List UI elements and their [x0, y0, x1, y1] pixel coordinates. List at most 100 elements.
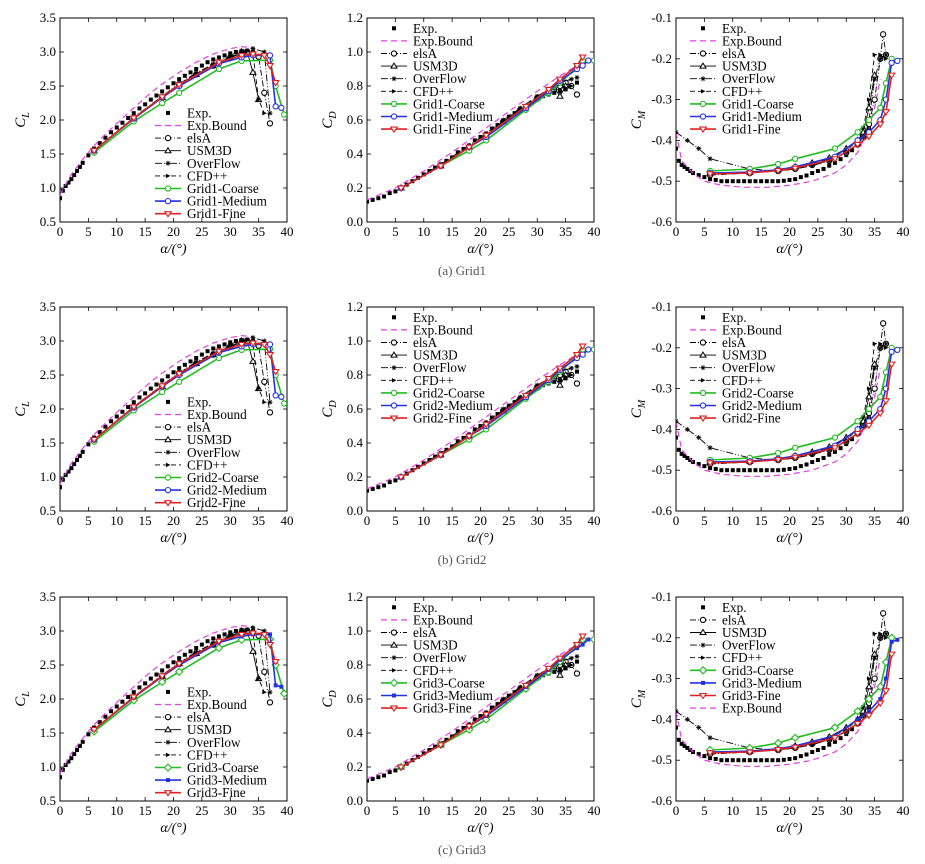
data-point [793, 177, 798, 182]
legend-marker [698, 126, 708, 134]
data-point [157, 673, 167, 680]
legend-marker [389, 678, 399, 688]
legend-label: Grid1-Fine [187, 206, 246, 221]
data-point [855, 717, 860, 722]
data-point [131, 690, 136, 695]
data-point [676, 158, 681, 163]
legend-marker [392, 315, 396, 320]
data-point [590, 57, 594, 64]
x-tick-label: 10 [726, 803, 739, 818]
data-point [821, 745, 826, 750]
data-point [174, 371, 184, 378]
data-point [393, 768, 398, 773]
data-point [265, 63, 275, 70]
data-point [853, 706, 862, 716]
legend-label: Exp.Bound [413, 33, 473, 48]
legend-marker [701, 26, 705, 31]
data-point [265, 642, 275, 649]
data-point [684, 426, 690, 432]
data-point [574, 659, 579, 664]
data-point [552, 669, 557, 674]
legend-marker [699, 100, 707, 108]
x-tick-label: 40 [588, 803, 601, 818]
legend-label: Grid3-Fine [187, 785, 246, 800]
legend-label: Grid2-Fine [413, 411, 472, 426]
legend-marker [389, 126, 399, 134]
legend-label: elsA [722, 612, 747, 627]
legend-marker [700, 642, 706, 648]
series-line [93, 340, 260, 440]
legend-marker [390, 113, 398, 120]
legend-label: USM3D [187, 432, 232, 447]
legend-label: Grid2-Coarse [413, 385, 485, 400]
data-point [696, 435, 702, 441]
legend-label: Grid3-Fine [413, 701, 472, 716]
x-tick-label: 25 [502, 513, 515, 528]
legend-label: Grid2-Medium [187, 483, 268, 498]
data-point [261, 378, 268, 385]
data-point [421, 461, 426, 466]
data-point [888, 348, 895, 356]
data-point [881, 109, 891, 116]
legend-label: Grid1-Coarse [187, 181, 259, 196]
data-point [517, 394, 523, 400]
data-point [688, 458, 693, 462]
plot-area [60, 45, 287, 201]
data-point [843, 439, 849, 445]
x-axis-label: α/(°) [776, 242, 802, 257]
data-point [249, 68, 257, 75]
data-point [832, 449, 837, 454]
data-point [481, 421, 491, 429]
legend-marker [165, 449, 171, 455]
data-point [148, 97, 153, 102]
series-grid2-fine [396, 343, 587, 482]
data-point [572, 352, 582, 359]
data-point [158, 388, 166, 396]
data-point [194, 67, 199, 71]
data-point [889, 639, 894, 644]
y-tick-label: 1.0 [347, 44, 363, 59]
legend-marker [699, 339, 707, 346]
y-tick-label: -0.1 [651, 10, 672, 25]
legend-label: CFD++ [722, 373, 763, 388]
x-tick-label: 5 [85, 224, 92, 239]
data-point [444, 158, 449, 163]
legend-label: CFD++ [413, 373, 454, 388]
data-point [267, 632, 272, 637]
data-point [881, 688, 891, 695]
data-point [702, 464, 707, 469]
data-point [552, 90, 557, 95]
data-point [707, 445, 713, 451]
data-point [260, 631, 269, 639]
legend-marker [166, 110, 170, 115]
data-point [830, 723, 840, 732]
data-point [585, 346, 592, 353]
data-point [60, 196, 62, 201]
data-point [182, 73, 187, 78]
data-point [387, 191, 392, 196]
legend-marker [390, 50, 398, 57]
data-point [239, 337, 245, 343]
data-point [69, 756, 74, 761]
x-tick-label: 0 [673, 224, 680, 239]
legend-label: elsA [187, 131, 212, 146]
data-point [250, 335, 256, 341]
data-point [109, 130, 114, 135]
data-point [534, 382, 540, 388]
data-point [790, 165, 800, 173]
legend-label: OverFlow [722, 71, 776, 86]
data-point [517, 105, 523, 111]
data-point [742, 758, 747, 763]
y-tick-label: -0.2 [651, 340, 672, 355]
data-point [563, 666, 568, 671]
x-tick-label: 10 [417, 224, 430, 239]
legend-label: elsA [187, 420, 212, 435]
legend-label: Grid1-Fine [722, 122, 781, 137]
data-point [367, 488, 369, 493]
plot-grid3-cd: 0 5 10 15 20 25 30 35 40 0.0 0.2 0.4 0.6 0.8 1.0 1.2 α/(… [320, 589, 601, 836]
x-tick-label: 20 [474, 224, 487, 239]
data-point [804, 752, 809, 757]
series-line [93, 48, 271, 151]
data-point [387, 770, 392, 775]
plot-area [676, 31, 901, 188]
